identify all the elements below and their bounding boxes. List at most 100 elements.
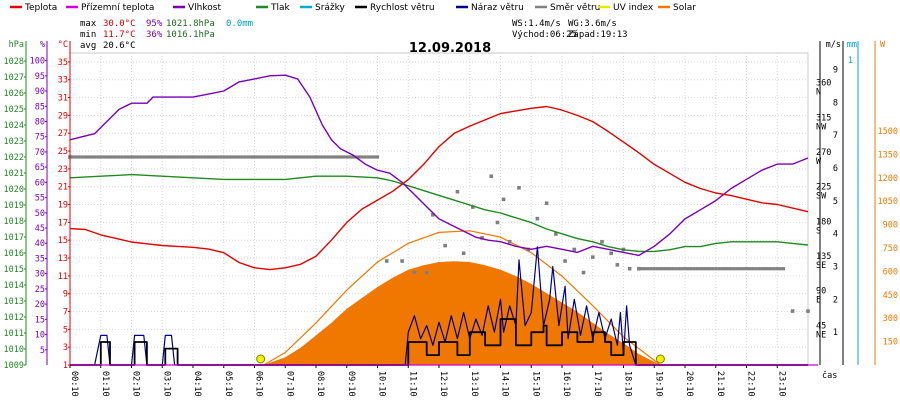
pressure-tick-label: 1022: [4, 153, 24, 163]
wind-dir-tick-dir: SW: [816, 192, 827, 202]
stats-value: 95%: [146, 19, 163, 29]
wind-dir-point: [704, 267, 709, 271]
wind-dir-point: [443, 243, 447, 248]
wind-dir-point: [166, 155, 170, 159]
x-axis-title: čas: [822, 370, 837, 381]
solar-axis-unit: W: [880, 40, 886, 50]
wind-dir-point: [249, 155, 254, 159]
wind-dir-point: [179, 155, 183, 159]
humidity-tick-label: 85: [35, 102, 45, 112]
wind-dir-point: [609, 251, 613, 256]
wind-dir-point: [93, 155, 97, 159]
humidity-tick-label: 35: [35, 254, 45, 264]
x-tick-label: 22:10: [746, 371, 756, 397]
x-tick-label: 13:10: [469, 371, 479, 397]
solar-tick-label: 750: [883, 244, 898, 254]
wind-dir-point: [723, 267, 727, 271]
humidity-tick-label: 75: [35, 133, 45, 143]
wind-dir-point: [360, 155, 364, 159]
wind-dir-point: [348, 155, 352, 159]
wind-dir-point: [289, 155, 293, 159]
wind-dir-point: [274, 155, 278, 159]
wind-dir-point: [461, 251, 466, 256]
wind-dir-point: [735, 267, 739, 271]
wind-dir-point: [775, 267, 779, 271]
x-tick-label: 10:10: [377, 371, 387, 397]
wind-dir-point: [671, 267, 675, 271]
wind-dir-point: [323, 155, 327, 159]
solar-tick-label: 150: [883, 338, 898, 348]
wind-dir-point: [176, 155, 180, 159]
legend-label: Vlhkost: [188, 3, 221, 13]
wind-dir-point: [206, 155, 210, 159]
wind-speed-tick-label: 7: [833, 131, 838, 141]
rain-tick-label: 1: [848, 56, 853, 66]
wind-dir-tick-deg: 45: [816, 321, 826, 331]
temperature-tick-label: 9: [63, 290, 68, 300]
wind-dir-point: [400, 259, 404, 263]
x-tick-label: 15:10: [530, 371, 540, 397]
wind-dir-point: [222, 155, 226, 159]
solar-tick-label: 1050: [878, 197, 898, 207]
wind-dir-point: [345, 155, 349, 159]
wind-dir-point: [228, 155, 232, 159]
wind-dir-tick-dir: SE: [816, 261, 826, 271]
solar-tick-label: 900: [883, 221, 898, 231]
wind-dir-point: [212, 155, 217, 159]
wind-dir-point: [455, 189, 460, 194]
solar-tick-label: 450: [883, 291, 898, 301]
wind-dir-tick-deg: 135: [816, 252, 831, 262]
temperature-tick-label: 15: [58, 236, 68, 246]
wind-dir-point: [265, 155, 269, 159]
wind-dir-tick-dir: E: [816, 296, 821, 306]
wind-dir-point: [320, 155, 324, 159]
wind-dir-point: [188, 155, 192, 159]
wind-dir-point: [778, 267, 782, 271]
legend-label: Solar: [673, 3, 696, 13]
wind-dir-point: [698, 267, 702, 271]
wind-dir-point: [769, 267, 773, 271]
x-tick-label: 02:10: [131, 371, 141, 397]
wind-dir-point: [111, 155, 115, 159]
x-tick-label: 01:10: [100, 371, 110, 397]
wind-dir-point: [507, 239, 512, 244]
humidity-tick-label: 45: [35, 224, 45, 234]
wind-dir-point: [335, 155, 340, 159]
wind-dir-point: [692, 267, 696, 271]
stats-value: 30.0°C: [103, 19, 136, 29]
wind-dir-point: [640, 267, 644, 271]
x-tick-label: 08:10: [315, 371, 325, 397]
wind-dir-point: [136, 155, 140, 159]
sunset: Západ:19:13: [568, 30, 628, 40]
temperature-tick-label: 11: [58, 272, 68, 282]
wind-dir-point: [751, 267, 755, 271]
wind-dir-point: [581, 270, 586, 275]
temperature-line: [69, 105, 809, 271]
wind-dir-point: [661, 267, 666, 271]
wind-dir-point: [142, 155, 146, 159]
wind-dir-point: [283, 155, 287, 159]
stats-value: 20.6°C: [103, 41, 136, 51]
pressure-tick-label: 1010: [4, 345, 24, 355]
wind-dir-point: [194, 155, 198, 159]
x-tick-label: 04:10: [192, 371, 202, 397]
temperature-tick-label: 1: [63, 361, 68, 371]
wind-dir-point: [255, 155, 260, 159]
wind-ws: WS:1.4m/s: [512, 19, 561, 29]
rain-axis-unit: mm: [847, 40, 857, 50]
wind-dir-point: [535, 216, 540, 221]
wind-dir-point: [326, 155, 330, 159]
wind-dir-tick-deg: 180: [816, 217, 831, 227]
wind-dir-point: [99, 155, 103, 159]
x-tick-label: 05:10: [223, 371, 233, 397]
wind-dir-point: [259, 155, 263, 159]
wind-dir-point: [83, 155, 87, 159]
wind-dir-tick-deg: 360: [816, 79, 831, 89]
pressure-tick-label: 1015: [4, 265, 24, 275]
wind-dir-point: [114, 155, 118, 159]
legend-label: Tlak: [270, 3, 291, 13]
temperature-tick-label: 5: [63, 325, 68, 335]
wind-dir-point: [154, 155, 158, 159]
x-tick-label: 12:10: [438, 371, 448, 397]
